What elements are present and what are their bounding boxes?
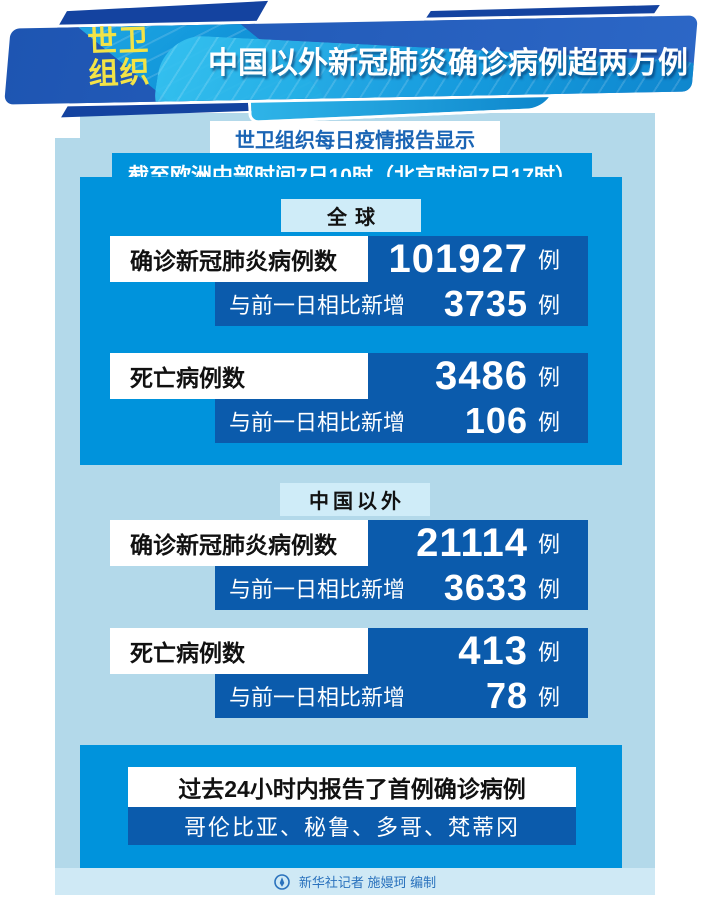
outside-confirmed-value: 21114 例 <box>368 520 588 566</box>
outside-deaths-delta-label: 与前一日相比新增 <box>229 685 406 710</box>
outside-deaths-value: 413 例 <box>368 628 588 674</box>
global-confirmed-value: 101927 例 <box>368 236 588 282</box>
global-deaths-delta-number: 106 <box>464 400 528 441</box>
outside-confirmed-delta-unit: 例 <box>537 577 560 602</box>
footer-credit-text: 新华社记者 施嫚珂 编制 <box>298 875 437 890</box>
global-confirmed-label: 确诊新冠肺炎病例数 <box>110 236 368 282</box>
global-confirmed-unit: 例 <box>537 248 560 273</box>
who-badge-line2: 组织 <box>87 56 152 92</box>
outside-confirmed-delta-label: 与前一日相比新增 <box>229 577 406 602</box>
global-deaths-label: 死亡病例数 <box>110 353 368 399</box>
page-title: 中国以外新冠肺炎确诊病例超两万例 <box>208 47 688 80</box>
outside-deaths-label: 死亡病例数 <box>110 628 368 674</box>
global-section-tag: 全球 <box>281 199 421 232</box>
global-deaths-delta-unit: 例 <box>537 410 560 435</box>
global-deaths-value: 3486 例 <box>368 353 588 399</box>
global-deaths-number: 3486 <box>435 353 528 398</box>
global-deaths-delta-label: 与前一日相比新增 <box>229 410 406 435</box>
outside-deaths-unit: 例 <box>537 640 560 665</box>
outside-china-section-tag: 中国以外 <box>280 483 430 516</box>
outside-confirmed-delta-row: 与前一日相比新增 3633 例 <box>215 566 588 610</box>
global-confirmed-number: 101927 <box>388 236 528 281</box>
outside-confirmed-number: 21114 <box>416 520 528 565</box>
global-confirmed-delta-number: 3735 <box>443 283 528 324</box>
outside-deaths-delta-row: 与前一日相比新增 78 例 <box>215 674 588 718</box>
global-section-panel: 全球 确诊新冠肺炎病例数 101927 例 与前一日相比新增 3735 例 死亡… <box>80 177 622 465</box>
outside-confirmed-label: 确诊新冠肺炎病例数 <box>110 520 368 566</box>
global-deaths-delta-row: 与前一日相比新增 106 例 <box>215 399 588 443</box>
main-card: 世卫组织每日疫情报告显示 截至欧洲中部时间7日10时（北京时间7日17时） 全球… <box>55 113 655 895</box>
footer-credit-strip: 新华社记者 施嫚珂 编制 <box>55 868 655 895</box>
first-cases-headline: 过去24小时内报告了首例确诊病例 <box>128 767 576 807</box>
who-badge-line1: 世卫 <box>86 23 150 60</box>
global-confirmed-delta-label: 与前一日相比新增 <box>229 293 406 318</box>
xinhua-logo-icon <box>274 873 290 890</box>
global-deaths-unit: 例 <box>537 365 560 390</box>
report-source-box: 世卫组织每日疫情报告显示 <box>210 121 500 155</box>
outside-confirmed-unit: 例 <box>537 532 560 557</box>
global-confirmed-delta-unit: 例 <box>537 293 560 318</box>
global-confirmed-delta-row: 与前一日相比新增 3735 例 <box>215 282 588 326</box>
header-banner: 世卫 组织 中国以外新冠肺炎确诊病例超两万例 <box>4 15 698 105</box>
outside-confirmed-delta-number: 3633 <box>443 567 528 608</box>
outside-deaths-number: 413 <box>458 628 528 673</box>
who-org-badge: 世卫 组织 <box>86 23 152 92</box>
first-cases-countries: 哥伦比亚、秘鲁、多哥、梵蒂冈 <box>128 807 576 845</box>
first-cases-panel: 过去24小时内报告了首例确诊病例 哥伦比亚、秘鲁、多哥、梵蒂冈 <box>80 745 622 868</box>
outside-deaths-delta-unit: 例 <box>537 685 560 710</box>
outside-deaths-delta-number: 78 <box>485 675 528 716</box>
